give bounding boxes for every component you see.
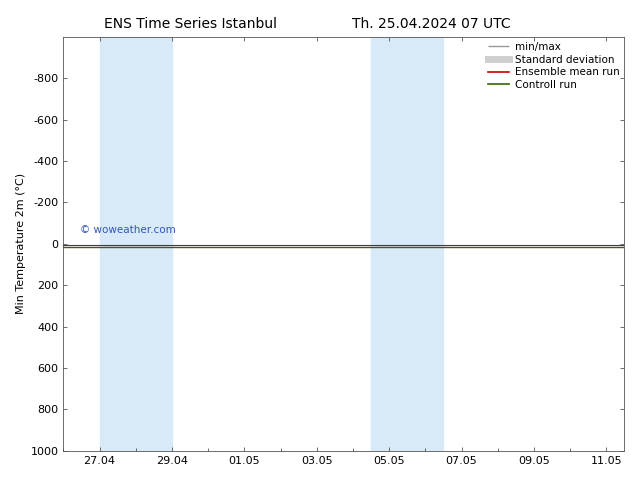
Y-axis label: Min Temperature 2m (°C): Min Temperature 2m (°C) [16,173,27,315]
Text: Th. 25.04.2024 07 UTC: Th. 25.04.2024 07 UTC [352,17,510,31]
Text: © woweather.com: © woweather.com [81,225,176,235]
Legend: min/max, Standard deviation, Ensemble mean run, Controll run: min/max, Standard deviation, Ensemble me… [486,40,621,92]
Bar [100,37,172,451]
Text: ENS Time Series Istanbul: ENS Time Series Istanbul [104,17,276,31]
Bar [371,37,444,451]
